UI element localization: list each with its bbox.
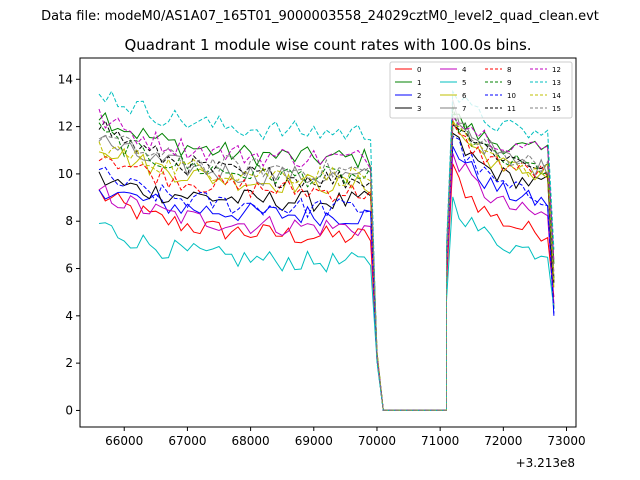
x-tick-label: 70000 [358, 434, 396, 448]
legend-label-8: 8 [507, 66, 511, 74]
legend-label-13: 13 [552, 79, 561, 87]
legend-label-9: 9 [507, 79, 511, 87]
series-line-12 [98, 108, 555, 411]
series-line-4 [98, 153, 555, 411]
plot-frame [79, 57, 577, 428]
x-tick-label: 73000 [547, 434, 585, 448]
y-tick-label: 10 [58, 167, 73, 181]
x-axis: 66000 67000 68000 69000 70000 71000 72000 73000 [105, 427, 586, 448]
series-layer [98, 89, 555, 411]
x-offset-label: +3.213e8 [516, 456, 575, 470]
y-tick-label: 4 [65, 309, 73, 323]
legend-label-0: 0 [417, 66, 421, 74]
series-line-8 [98, 120, 555, 411]
series-line-3 [98, 132, 555, 411]
x-tick-label: 67000 [168, 434, 206, 448]
y-tick-label: 14 [58, 72, 73, 86]
legend-label-3: 3 [417, 105, 421, 113]
y-tick-label: 8 [65, 214, 73, 228]
legend-label-4: 4 [462, 66, 467, 74]
legend-label-12: 12 [552, 66, 561, 74]
legend-label-14: 14 [552, 92, 561, 100]
y-tick-label: 2 [65, 356, 73, 370]
chart-suptitle: Data file: modeM0/AS1A07_165T01_90000035… [41, 9, 599, 24]
legend-label-2: 2 [417, 92, 421, 100]
chart-title: Quadrant 1 module wise count rates with … [124, 36, 531, 54]
y-tick-label: 12 [58, 120, 73, 134]
legend-label-7: 7 [462, 105, 466, 113]
series-line-0 [98, 163, 555, 411]
x-tick-label: 71000 [421, 434, 459, 448]
x-tick-label: 66000 [105, 434, 143, 448]
y-tick-label: 0 [65, 403, 73, 417]
legend-label-1: 1 [417, 79, 421, 87]
x-tick-label: 69000 [295, 434, 333, 448]
legend-label-15: 15 [552, 105, 561, 113]
series-line-10 [98, 135, 555, 411]
x-tick-label: 72000 [484, 434, 522, 448]
legend-label-11: 11 [507, 105, 516, 113]
series-line-2 [98, 146, 555, 411]
y-axis: 0 2 4 6 8 10 12 14 [58, 72, 80, 417]
y-tick-label: 6 [65, 262, 73, 276]
series-line-11 [98, 119, 555, 411]
series-line-7 [98, 99, 555, 411]
x-tick-label: 68000 [232, 434, 270, 448]
legend-box [389, 61, 573, 119]
legend-label-6: 6 [462, 92, 467, 100]
legend-label-10: 10 [507, 92, 516, 100]
legend-label-5: 5 [462, 79, 466, 87]
series-line-15 [98, 123, 555, 411]
series-line-5 [98, 196, 555, 411]
